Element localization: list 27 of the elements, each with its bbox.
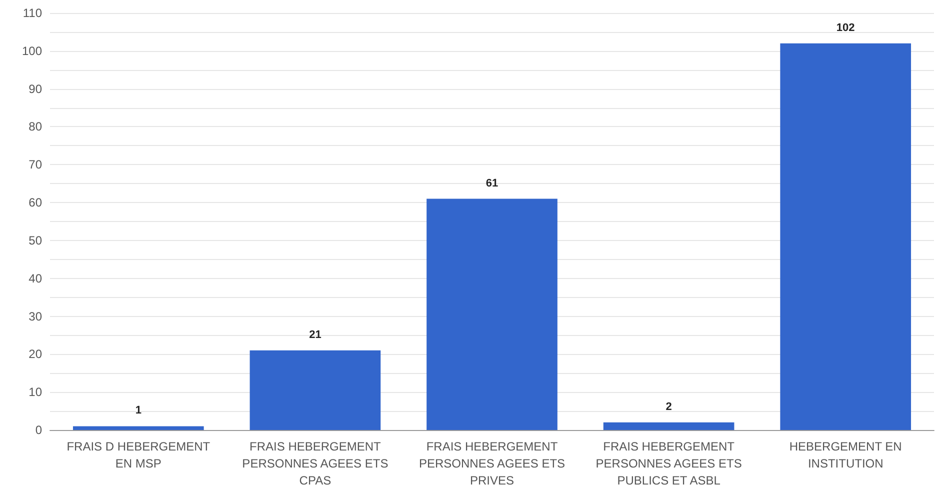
y-tick-label: 100 — [22, 44, 42, 58]
y-tick-label: 40 — [28, 271, 42, 286]
data-label: 21 — [309, 328, 322, 341]
y-tick-label: 20 — [28, 347, 42, 362]
data-label: 61 — [486, 177, 498, 190]
bar — [72, 426, 204, 430]
y-tick-label: 50 — [28, 233, 42, 248]
y-tick-label: 60 — [28, 196, 42, 210]
y-tick-label: 90 — [28, 82, 42, 96]
data-label: 1 — [135, 404, 142, 417]
bar — [603, 422, 734, 430]
x-tick-label: FRAIS HEBERGEMENT PERSONNES AGEES ETS CPAS — [242, 440, 388, 488]
y-tick-label: 10 — [28, 385, 42, 400]
bar — [780, 43, 912, 430]
y-tick-label: 70 — [28, 158, 42, 172]
x-tick-label: FRAIS D HEBERGEMENT EN MSP — [66, 440, 211, 470]
x-tick-label: HEBERGEMENT EN INSTITUTION — [789, 440, 902, 470]
y-tick-label: 0 — [35, 423, 42, 437]
x-tick-label: FRAIS HEBERGEMENT PERSONNES AGEES ETS PUBLICS ET ASBL — [596, 440, 742, 488]
x-tick-label: FRAIS HEBERGEMENT PERSONNES AGEES ETS PRIVES — [418, 440, 566, 488]
y-tick-label: 110 — [22, 6, 42, 20]
bar — [250, 350, 381, 430]
data-label: 102 — [836, 22, 855, 34]
y-tick-label: 80 — [28, 120, 42, 134]
bar — [426, 198, 558, 430]
data-label: 2 — [666, 400, 672, 413]
y-tick-label: 30 — [28, 309, 42, 324]
